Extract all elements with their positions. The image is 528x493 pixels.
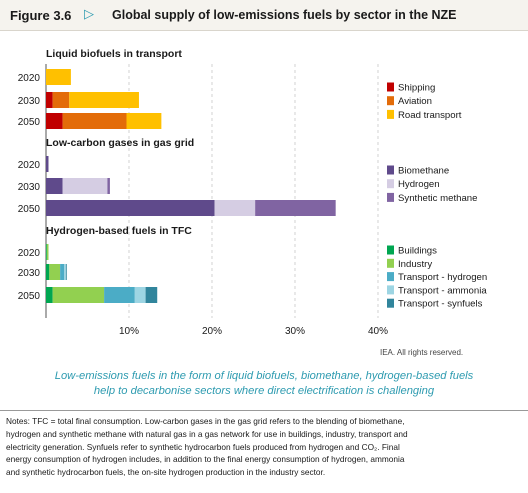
bar-segment — [46, 200, 215, 216]
legend-label: Transport - synfuels — [398, 299, 483, 310]
legend-label: Transport - ammonia — [398, 285, 487, 296]
notes-line: hydrogen and synthetic methane with natu… — [6, 428, 408, 439]
legend-label: Aviation — [398, 96, 432, 107]
bar-segment — [69, 92, 139, 108]
caption-line: help to decarbonise sectors where direct… — [93, 385, 435, 397]
bar-segment — [46, 69, 71, 85]
bar-segment — [145, 287, 158, 303]
stacked-bar-chart: 10% 20% 30% 40% Liquid biofuels in transport… — [18, 48, 488, 337]
bar-segment — [62, 113, 127, 129]
legend-swatch — [387, 258, 394, 268]
caption: Low-emissions fuels in the form of liqui… — [20, 369, 508, 399]
legend-swatch — [387, 245, 394, 255]
bar-segment — [52, 92, 70, 108]
legend-label: Industry — [398, 259, 432, 270]
bar-segment — [107, 178, 110, 194]
legend-swatch — [387, 165, 394, 175]
bar-segment — [49, 264, 61, 280]
bar-segment — [46, 244, 49, 260]
category-label: 2030 — [18, 96, 41, 107]
panel-title: Liquid biofuels in transport — [46, 48, 182, 60]
notes: Notes: TFC = total final consumption. Lo… — [0, 410, 528, 493]
category-label: 2020 — [18, 73, 41, 84]
legend-swatch — [387, 96, 394, 106]
category-label: 2050 — [18, 204, 41, 215]
legend-swatch — [387, 298, 394, 308]
bar-segment — [62, 178, 108, 194]
bar-segment — [134, 287, 146, 303]
bar-segment — [46, 113, 63, 129]
notes-line: electricity generation. Synfuels refer t… — [6, 441, 400, 452]
tick-label: 20% — [202, 326, 222, 337]
bar-segment — [46, 244, 47, 260]
category-label: 2050 — [18, 291, 41, 302]
bar-segment — [64, 264, 66, 280]
bar-segment — [52, 287, 105, 303]
bar-segment — [60, 264, 65, 280]
caption-line: Low-emissions fuels in the form of liqui… — [54, 370, 474, 382]
legend-swatch — [387, 272, 394, 282]
credit: IEA. All rights reserved. — [380, 348, 464, 357]
category-label: 2020 — [18, 248, 41, 259]
notes-line: Notes: TFC = total final consumption. Lo… — [6, 416, 405, 426]
figure-arrow-icon: ▷ — [84, 6, 94, 21]
bar-segment — [104, 287, 135, 303]
figure-label: Figure 3.6 — [10, 8, 72, 23]
bar-segment — [46, 287, 53, 303]
category-label: 2030 — [18, 182, 41, 193]
bar-segment — [46, 156, 49, 172]
legend-swatch — [387, 179, 394, 189]
legend-label: Road transport — [398, 110, 462, 121]
bar-segment — [46, 178, 63, 194]
legend-swatch — [387, 192, 394, 202]
category-label: 2050 — [18, 117, 41, 128]
tick-label: 30% — [285, 326, 305, 337]
legend-label: Buildings — [398, 246, 437, 257]
legend-label: Hydrogen — [398, 179, 440, 190]
bar-segment — [126, 113, 162, 129]
bar-segment — [46, 264, 50, 280]
bar-segment — [46, 92, 53, 108]
tick-label: 40% — [368, 326, 388, 337]
figure-header: Figure 3.6 ▷ Global supply of low-emissi… — [0, 0, 528, 31]
legend-swatch — [387, 285, 394, 295]
figure-title: Global supply of low-emissions fuels by … — [112, 8, 457, 22]
bar-segment — [65, 264, 67, 280]
panel-title: Low-carbon gases in gas grid — [46, 137, 194, 149]
notes-line: and synthetic hydrocarbon fuels, the on-… — [6, 467, 326, 478]
bar-segment — [214, 200, 256, 216]
legend-label: Shipping — [398, 83, 435, 94]
tick-label: 10% — [119, 326, 139, 337]
notes-line: energy consumption of hydrogen includes,… — [6, 454, 405, 465]
panel-title: Hydrogen-based fuels in TFC — [46, 225, 192, 237]
category-label: 2020 — [18, 160, 41, 171]
legend-swatch — [387, 82, 394, 92]
legend-swatch — [387, 109, 394, 119]
legend-label: Biomethane — [398, 166, 449, 177]
category-label: 2030 — [18, 268, 41, 279]
legend-label: Transport - hydrogen — [398, 272, 487, 283]
legend-label: Synthetic methane — [398, 193, 477, 204]
bar-segment — [255, 200, 336, 216]
